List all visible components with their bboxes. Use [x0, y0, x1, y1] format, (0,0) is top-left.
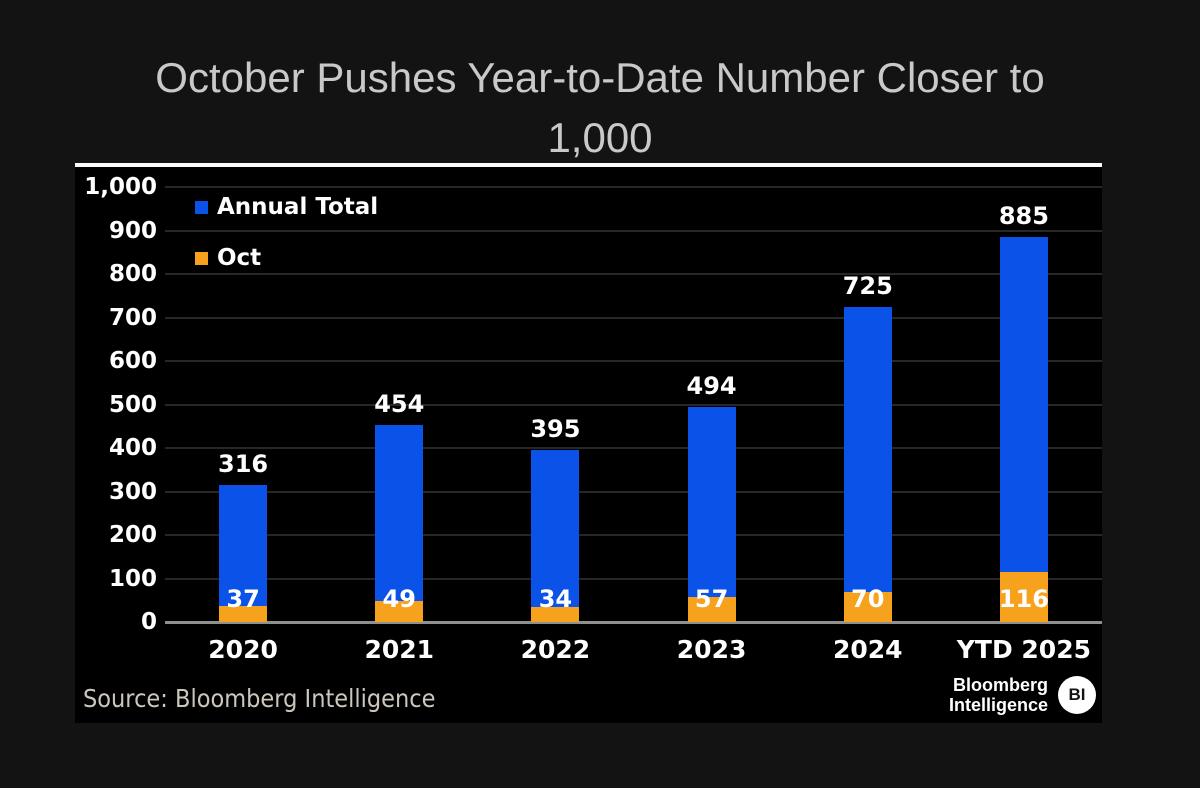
- gridline-400: [165, 447, 1102, 449]
- y-tick-label-900: 900: [108, 217, 157, 244]
- panel-top-border: [75, 163, 1102, 167]
- bar-annual-total-2020: [219, 484, 268, 622]
- logo-line1: Bloomberg: [952, 675, 1048, 695]
- bi-badge-icon: BI: [1058, 676, 1096, 714]
- bar-annual-total-2021: [375, 424, 424, 622]
- gridline-700: [165, 316, 1102, 319]
- y-tick-label-100: 100: [108, 565, 157, 592]
- logo-line2: Intelligence: [948, 695, 1048, 715]
- gridline-500: [165, 403, 1102, 406]
- y-tick-label-1000: 1,000: [84, 174, 157, 200]
- legend-item-annual-total: Annual Total: [195, 190, 378, 224]
- data-label-annual-total-2021: 454: [374, 389, 425, 418]
- x-tick-label-2021: 2021: [364, 635, 435, 664]
- page-title-line2: 1,000: [547, 114, 653, 161]
- y-tick-label-200: 200: [108, 522, 157, 548]
- y-tick-label-300: 300: [108, 478, 157, 505]
- x-tick-label-2023: 2023: [676, 635, 747, 664]
- bar-oct-2022: [531, 607, 580, 622]
- legend-label-annual-total: Annual Total: [217, 194, 379, 220]
- chart-panel: Annual Total Oct 0 100 200 300 400 500 600 700 8…: [75, 163, 1102, 723]
- data-label-annual-total-2024: 725: [842, 271, 893, 300]
- data-label-annual-total-YTD 2025: 885: [998, 202, 1049, 231]
- page-title: October Pushes Year-to-Date Number Close…: [0, 48, 1200, 168]
- x-tick-label-YTD 2025: YTD 2025: [956, 635, 1092, 664]
- source-attribution: Source: Bloomberg Intelligence: [83, 684, 475, 714]
- legend-swatch-annual-total-icon: [195, 200, 208, 214]
- x-tick-label-2024: 2024: [832, 635, 903, 664]
- data-label-oct-2023: 57: [694, 585, 729, 613]
- y-tick-label-800: 800: [108, 261, 157, 287]
- x-tick-label-2020: 2020: [208, 635, 278, 664]
- gridline-800: [165, 273, 1102, 275]
- bloomberg-intelligence-logo: Bloomberg Intelligence BI: [949, 675, 1096, 715]
- gridline-900: [165, 229, 1102, 232]
- y-tick-label-600: 600: [108, 348, 157, 374]
- y-tick-label-700: 700: [108, 304, 157, 331]
- page-title-line1: October Pushes Year-to-Date Number Close…: [155, 54, 1045, 101]
- data-label-annual-total-2020: 316: [218, 449, 269, 478]
- data-label-annual-total-2022: 395: [530, 415, 581, 444]
- legend-swatch-oct-icon: [195, 251, 208, 265]
- bloomberg-intelligence-wordmark: Bloomberg Intelligence: [949, 675, 1048, 715]
- legend-label-oct: Oct: [217, 245, 262, 271]
- gridline-300: [165, 490, 1102, 493]
- data-label-oct-2024: 70: [851, 585, 885, 613]
- bar-annual-total-2022: [531, 450, 580, 622]
- gridline-600: [165, 360, 1102, 362]
- data-label-oct-2020: 37: [226, 585, 260, 613]
- gridline-200: [165, 534, 1102, 536]
- bar-annual-total-YTD 2025: [999, 237, 1048, 622]
- bi-badge-text: BI: [1068, 685, 1086, 704]
- data-label-oct-YTD 2025: 116: [998, 585, 1049, 613]
- bar-oct-2024: [843, 591, 892, 622]
- gridline-1000: [165, 186, 1102, 188]
- source-text: Source: Bloomberg Intelligence: [83, 684, 436, 713]
- bar-oct-2023: [687, 597, 736, 622]
- gridline-100: [165, 577, 1102, 580]
- y-tick-label-400: 400: [108, 435, 157, 461]
- x-tick-label-2022: 2022: [520, 635, 591, 664]
- data-label-oct-2021: 49: [382, 585, 416, 613]
- legend-item-oct: Oct: [195, 241, 378, 275]
- data-label-annual-total-2023: 494: [686, 372, 737, 401]
- bar-oct-YTD 2025: [999, 571, 1048, 622]
- legend: Annual Total Oct: [195, 190, 378, 292]
- bar-oct-2020: [219, 605, 268, 622]
- y-tick-label-500: 500: [108, 391, 157, 418]
- x-axis-line: [165, 621, 1102, 624]
- bar-annual-total-2023: [687, 407, 736, 622]
- bar-annual-total-2024: [843, 306, 892, 622]
- bar-oct-2021: [375, 600, 424, 622]
- y-tick-label-0: 0: [140, 609, 157, 635]
- data-label-oct-2022: 34: [538, 585, 573, 613]
